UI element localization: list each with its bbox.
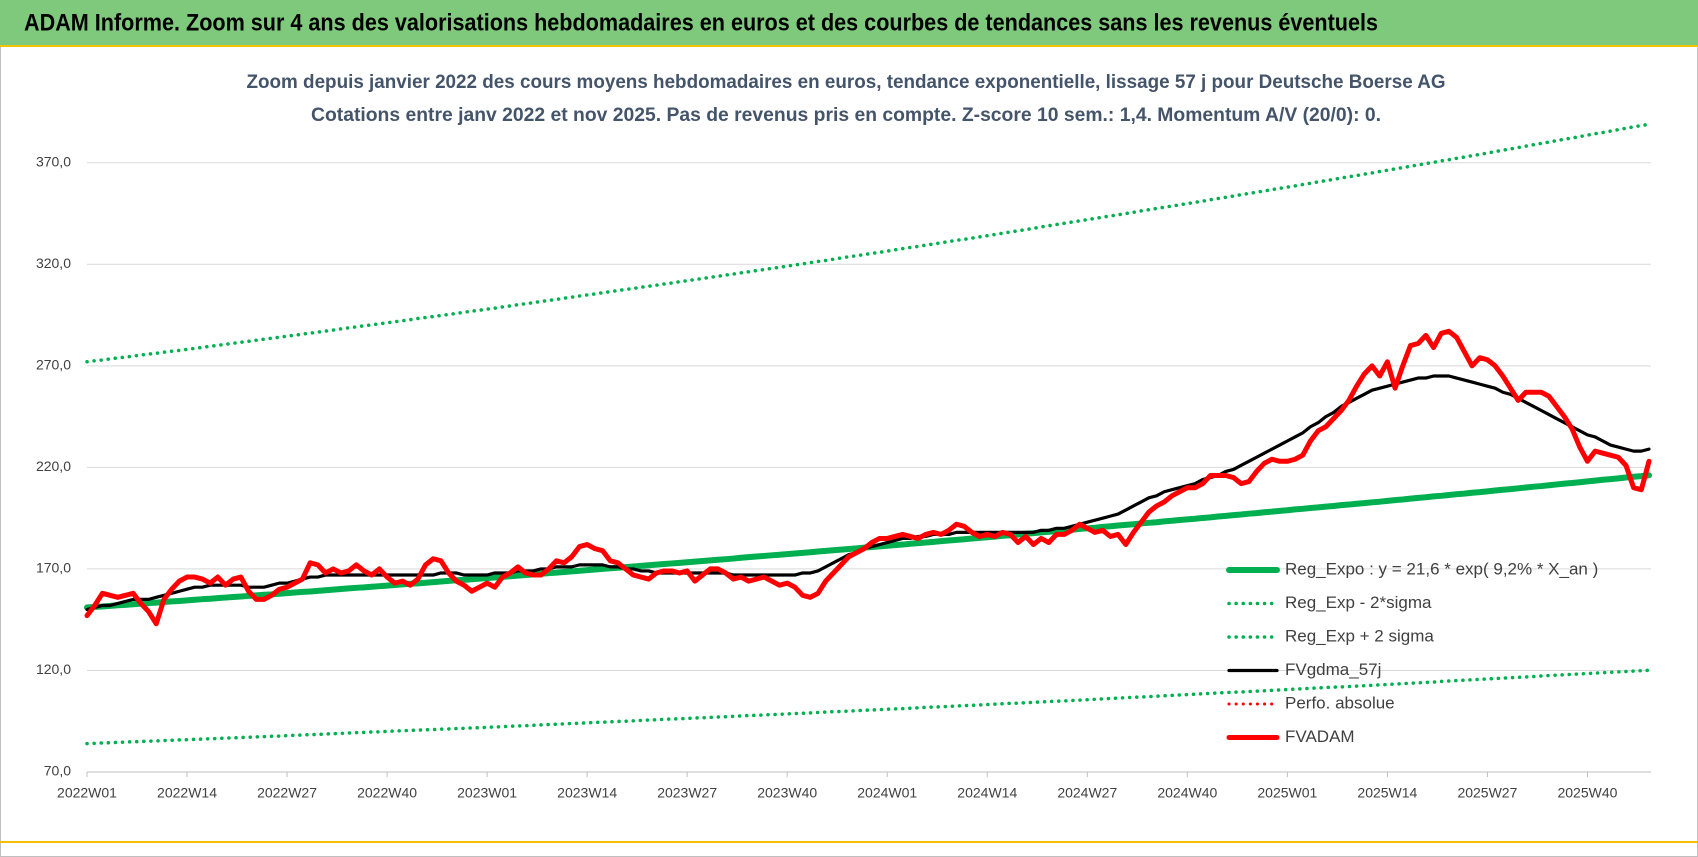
y-tick-label: 370,0	[36, 153, 71, 169]
series-line	[85, 668, 1651, 746]
chart-title: Zoom depuis janvier 2022 des cours moyen…	[247, 72, 1446, 93]
x-tick-label: 2024W40	[1157, 785, 1217, 801]
x-tick-label: 2022W27	[257, 785, 317, 801]
legend-label: Reg_Exp - 2*sigma	[1285, 593, 1432, 612]
x-tick-label: 2025W40	[1557, 785, 1617, 801]
x-tick-label: 2023W40	[757, 785, 817, 801]
x-tick-label: 2024W14	[957, 785, 1017, 801]
y-tick-label: 170,0	[36, 560, 71, 576]
x-tick-label: 2022W40	[357, 785, 417, 801]
chart-subtitle: Cotations entre janv 2022 et nov 2025. P…	[311, 105, 1381, 126]
series-line	[84, 328, 1652, 627]
y-tick-label: 120,0	[36, 661, 71, 677]
x-tick-label: 2023W01	[457, 785, 517, 801]
x-tick-label: 2025W01	[1257, 785, 1317, 801]
y-tick-label: 220,0	[36, 458, 71, 474]
x-tick-label: 2025W14	[1357, 785, 1417, 801]
x-tick-label: 2023W14	[557, 785, 617, 801]
legend-label: FVgdma_57j	[1285, 660, 1381, 679]
y-tick-label: 320,0	[36, 255, 71, 271]
legend-label: FVADAM	[1285, 727, 1355, 746]
legend-label: Reg_Expo : y = 21,6 * exp( 9,2% * X_an )	[1285, 559, 1598, 578]
y-tick-label: 270,0	[36, 357, 71, 373]
legend-label: Reg_Exp + 2 sigma	[1285, 626, 1434, 645]
x-tick-label: 2022W14	[157, 785, 217, 801]
x-tick-label: 2024W01	[857, 785, 917, 801]
x-tick-label: 2025W27	[1457, 785, 1517, 801]
x-tick-label: 2024W27	[1057, 785, 1117, 801]
y-tick-label: 70,0	[44, 763, 71, 779]
series-line	[85, 122, 1651, 364]
header-title: ADAM Informe. Zoom sur 4 ans des valoris…	[24, 9, 1378, 36]
header-band	[0, 0, 1698, 46]
x-tick-label: 2022W01	[57, 785, 117, 801]
x-tick-label: 2023W27	[657, 785, 717, 801]
legend-label: Perfo. absolue	[1285, 693, 1395, 712]
